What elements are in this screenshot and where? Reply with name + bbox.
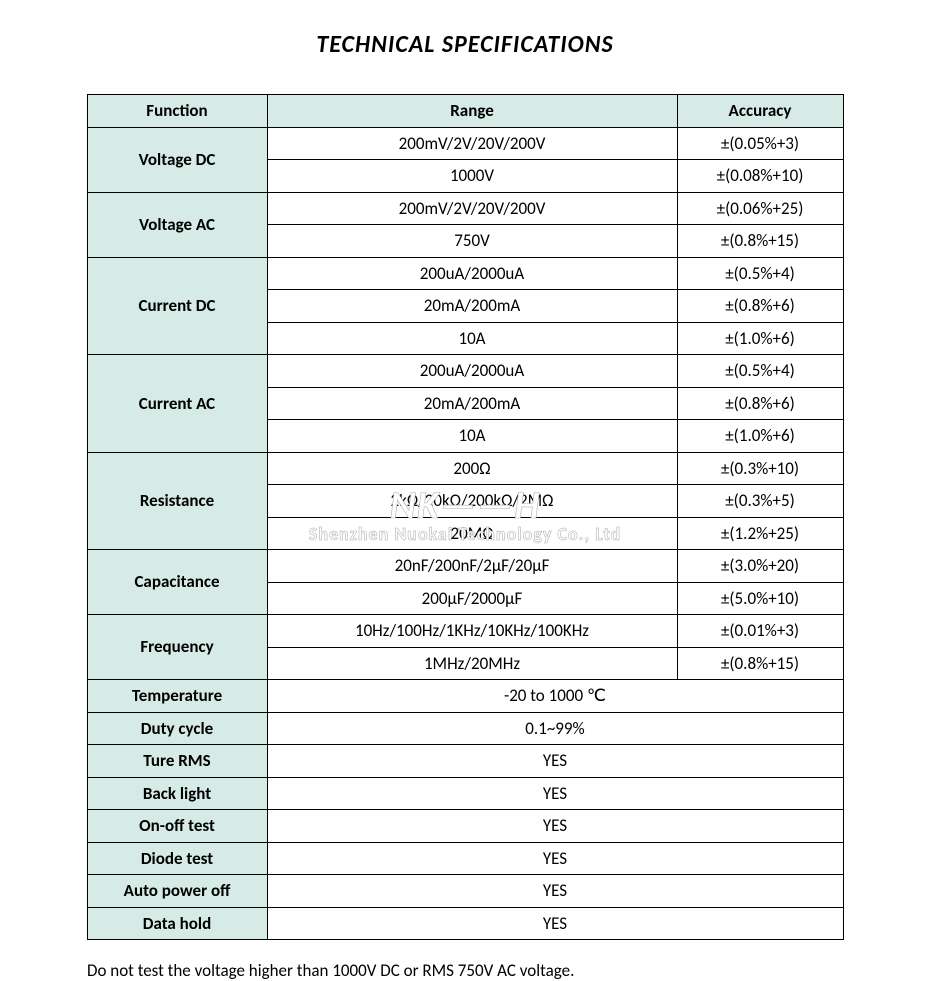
function-cell: Current DC xyxy=(87,257,267,355)
value-cell: YES xyxy=(267,745,843,778)
table-row: Duty cycle0.1~99% xyxy=(87,712,843,745)
range-cell: 10A xyxy=(267,322,677,355)
accuracy-cell: ±(0.3%+10) xyxy=(677,452,843,485)
range-cell: 10A xyxy=(267,420,677,453)
accuracy-cell: ±(1.0%+6) xyxy=(677,420,843,453)
function-cell: Data hold xyxy=(87,907,267,940)
range-cell: 750V xyxy=(267,225,677,258)
accuracy-cell: ±(5.0%+10) xyxy=(677,582,843,615)
col-header-function: Function xyxy=(87,95,267,128)
accuracy-cell: ±(0.5%+4) xyxy=(677,257,843,290)
page-title: TECHNICAL SPECIFICATIONS xyxy=(0,30,930,59)
value-cell: YES xyxy=(267,777,843,810)
range-cell: 200Ω xyxy=(267,452,677,485)
table-row: Current AC200uA/2000uA±(0.5%+4) xyxy=(87,355,843,388)
accuracy-cell: ±(0.01%+3) xyxy=(677,615,843,648)
range-cell: 20nF/200nF/2μF/20μF xyxy=(267,550,677,583)
range-cell: 200mV/2V/20V/200V xyxy=(267,127,677,160)
function-cell: Voltage AC xyxy=(87,192,267,257)
table-header-row: Function Range Accuracy xyxy=(87,95,843,128)
spec-page: TECHNICAL SPECIFICATIONS Function Range … xyxy=(0,0,930,981)
range-cell: 200μF/2000μF xyxy=(267,582,677,615)
function-cell: Back light xyxy=(87,777,267,810)
value-cell: YES xyxy=(267,907,843,940)
table-row: Frequency10Hz/100Hz/1KHz/10KHz/100KHz±(0… xyxy=(87,615,843,648)
range-cell: 200uA/2000uA xyxy=(267,355,677,388)
function-cell: Temperature xyxy=(87,680,267,713)
spec-table: Function Range Accuracy Voltage DC200mV/… xyxy=(87,94,844,940)
function-cell: Current AC xyxy=(87,355,267,453)
range-cell: 1MHz/20MHz xyxy=(267,647,677,680)
function-cell: Frequency xyxy=(87,615,267,680)
range-cell: 200uA/2000uA xyxy=(267,257,677,290)
accuracy-cell: ±(0.08%+10) xyxy=(677,160,843,193)
function-cell: Ture RMS xyxy=(87,745,267,778)
value-cell: 0.1~99% xyxy=(267,712,843,745)
function-cell: Diode test xyxy=(87,842,267,875)
function-cell: Voltage DC xyxy=(87,127,267,192)
accuracy-cell: ±(0.8%+6) xyxy=(677,290,843,323)
function-cell: Auto power off xyxy=(87,875,267,908)
accuracy-cell: ±(0.3%+5) xyxy=(677,485,843,518)
col-header-range: Range xyxy=(267,95,677,128)
footnote: Do not test the voltage higher than 1000… xyxy=(87,960,843,981)
accuracy-cell: ±(0.06%+25) xyxy=(677,192,843,225)
table-row: Data holdYES xyxy=(87,907,843,940)
value-cell: YES xyxy=(267,875,843,908)
range-cell: 1000V xyxy=(267,160,677,193)
range-cell: 200mV/2V/20V/200V xyxy=(267,192,677,225)
table-row: Ture RMSYES xyxy=(87,745,843,778)
range-cell: 20mA/200mA xyxy=(267,387,677,420)
accuracy-cell: ±(3.0%+20) xyxy=(677,550,843,583)
table-row: Resistance200Ω±(0.3%+10) xyxy=(87,452,843,485)
table-row: Voltage AC200mV/2V/20V/200V±(0.06%+25) xyxy=(87,192,843,225)
function-cell: Capacitance xyxy=(87,550,267,615)
table-row: Voltage DC200mV/2V/20V/200V±(0.05%+3) xyxy=(87,127,843,160)
col-header-accuracy: Accuracy xyxy=(677,95,843,128)
accuracy-cell: ±(1.0%+6) xyxy=(677,322,843,355)
function-cell: Duty cycle xyxy=(87,712,267,745)
value-cell: -20 to 1000 ℃ xyxy=(267,680,843,713)
table-row: Auto power offYES xyxy=(87,875,843,908)
accuracy-cell: ±(0.5%+4) xyxy=(677,355,843,388)
range-cell: 20MΩ xyxy=(267,517,677,550)
range-cell: 2kΩ/20kΩ/200kΩ/2MΩ xyxy=(267,485,677,518)
range-cell: 20mA/200mA xyxy=(267,290,677,323)
table-row: Diode testYES xyxy=(87,842,843,875)
range-cell: 10Hz/100Hz/1KHz/10KHz/100KHz xyxy=(267,615,677,648)
accuracy-cell: ±(0.8%+6) xyxy=(677,387,843,420)
function-cell: Resistance xyxy=(87,452,267,550)
value-cell: YES xyxy=(267,810,843,843)
function-cell: On-off test xyxy=(87,810,267,843)
table-row: Capacitance20nF/200nF/2μF/20μF±(3.0%+20) xyxy=(87,550,843,583)
accuracy-cell: ±(1.2%+25) xyxy=(677,517,843,550)
table-row: Temperature-20 to 1000 ℃ xyxy=(87,680,843,713)
table-row: On-off testYES xyxy=(87,810,843,843)
accuracy-cell: ±(0.8%+15) xyxy=(677,225,843,258)
value-cell: YES xyxy=(267,842,843,875)
table-row: Current DC200uA/2000uA±(0.5%+4) xyxy=(87,257,843,290)
table-row: Back lightYES xyxy=(87,777,843,810)
accuracy-cell: ±(0.05%+3) xyxy=(677,127,843,160)
accuracy-cell: ±(0.8%+15) xyxy=(677,647,843,680)
